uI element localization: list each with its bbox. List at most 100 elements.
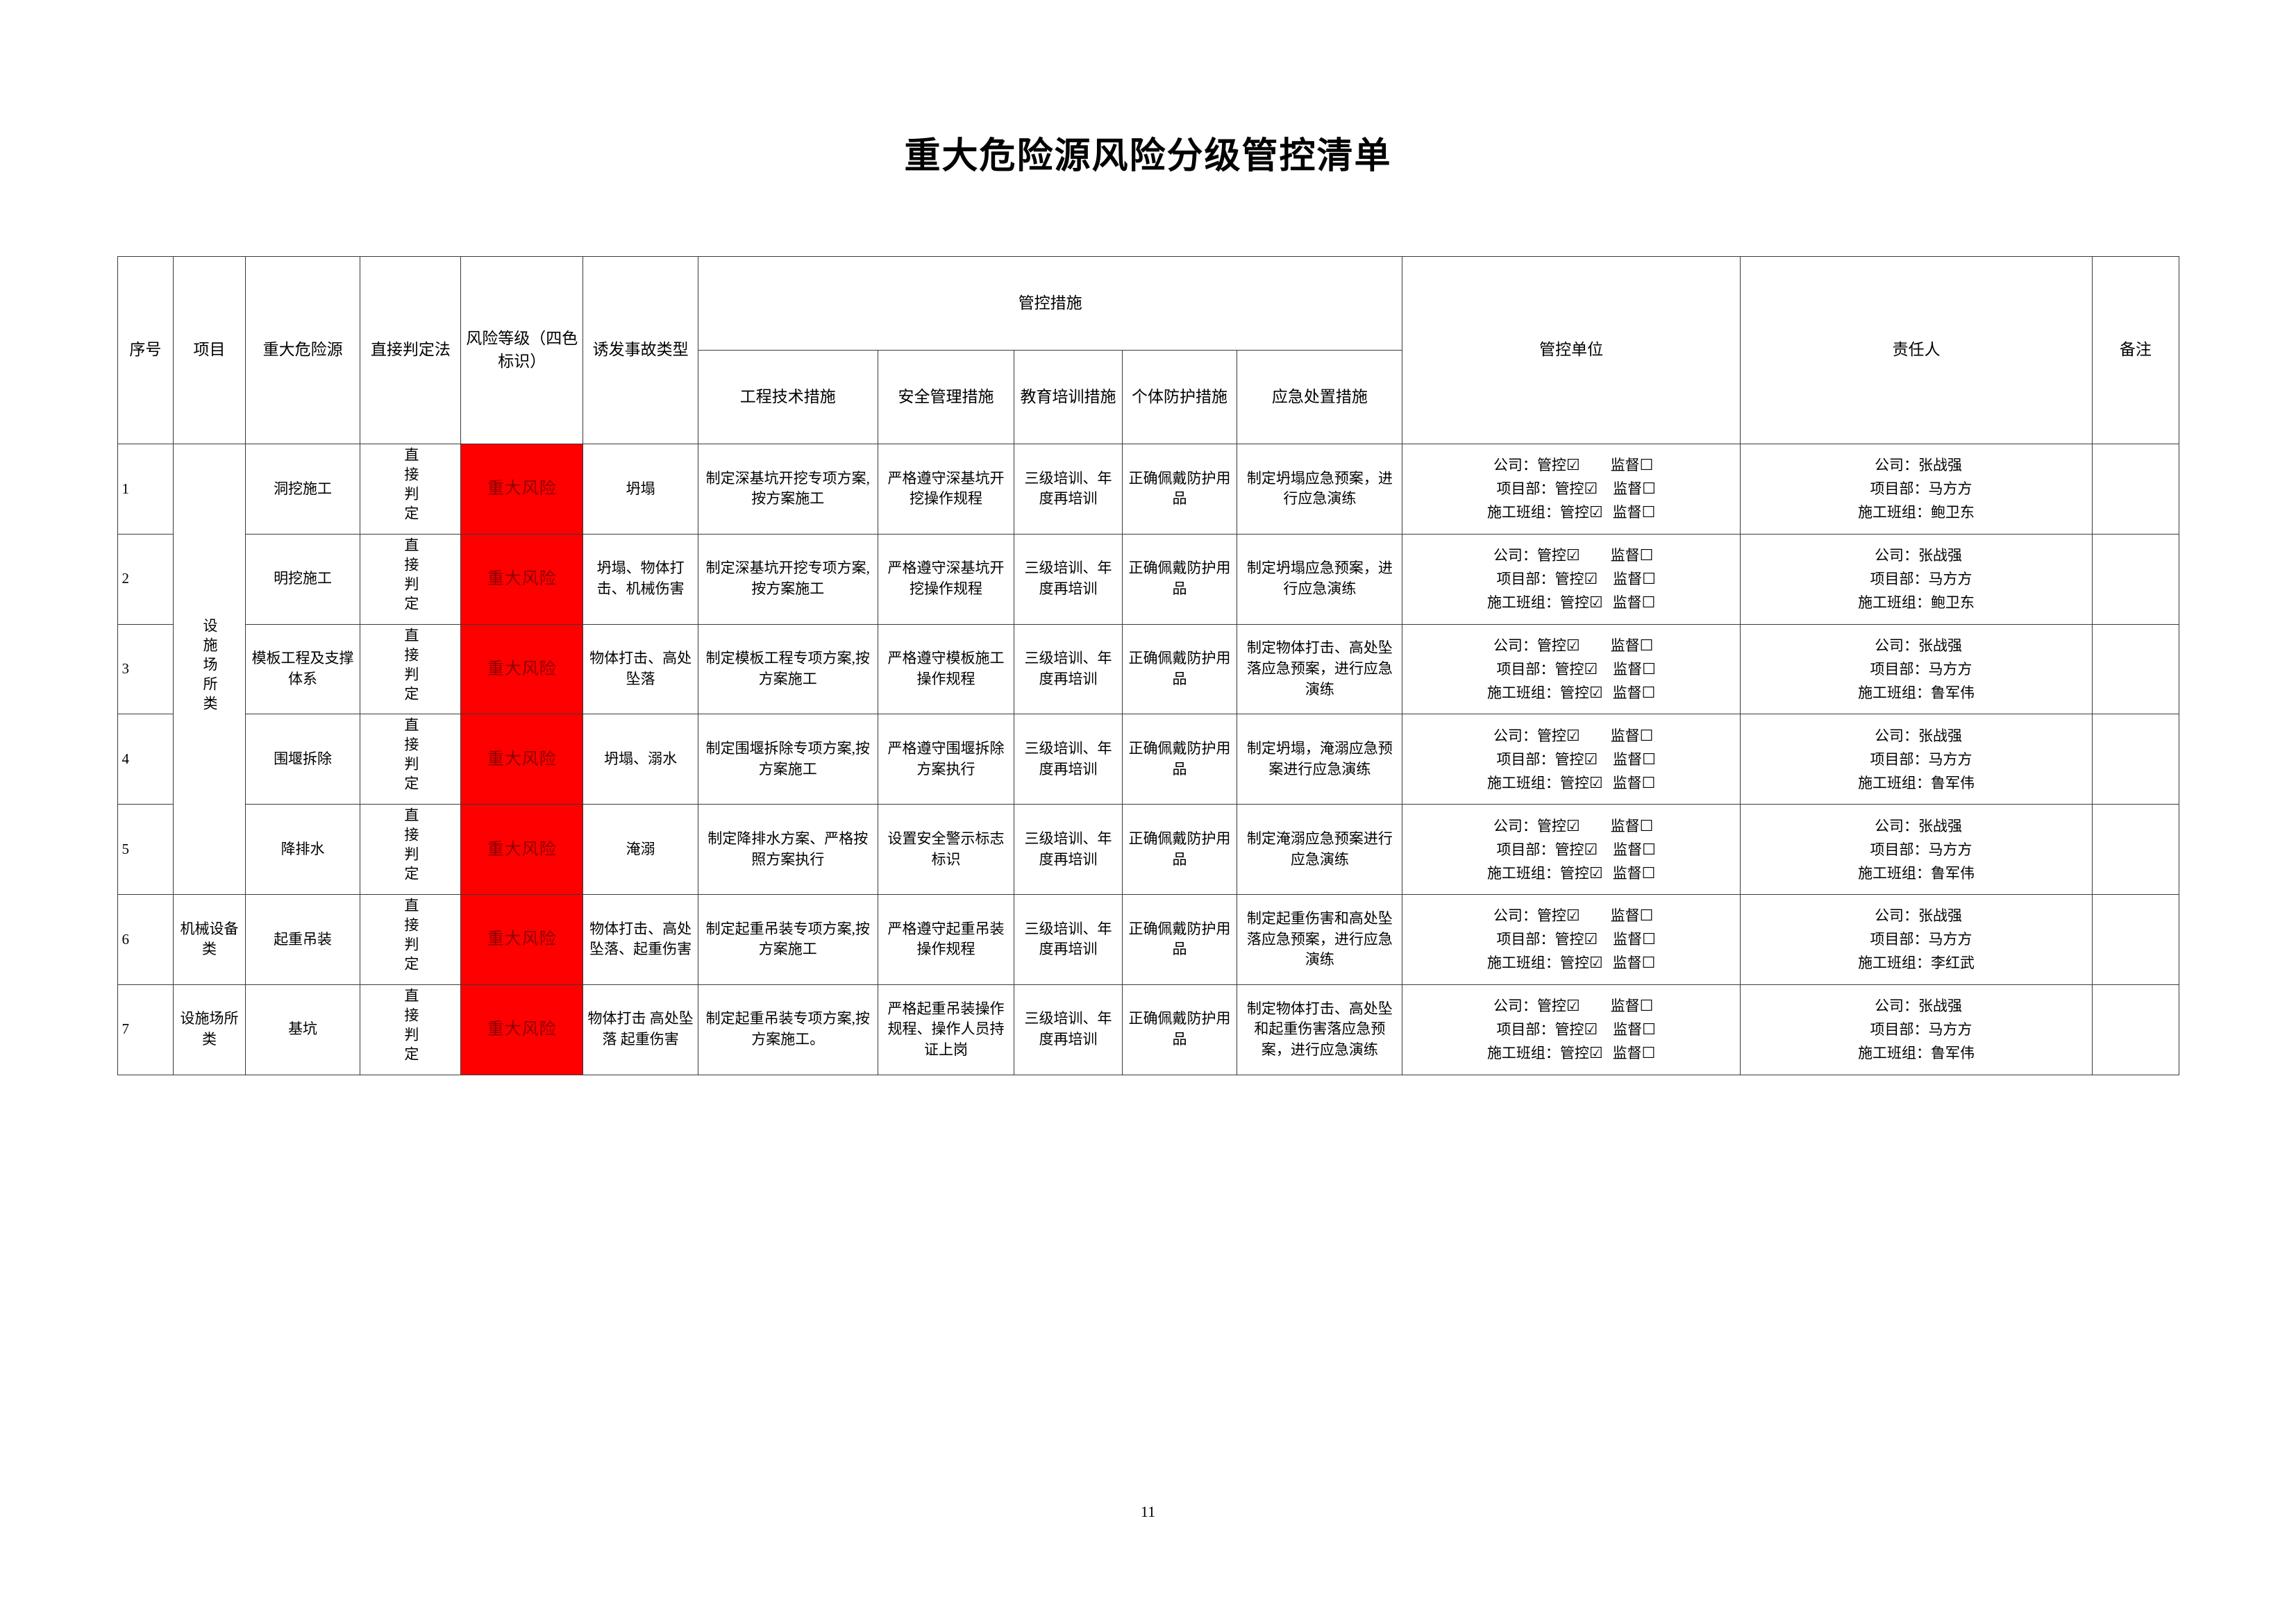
responsible-project: 项目部：马方方 xyxy=(1870,750,1972,768)
cell-m-emergency: 制定物体打击、高处坠落应急预案，进行应急演练 xyxy=(1237,623,1403,715)
unit-control-label: 管控 xyxy=(1536,727,1566,744)
unit-supervise-label: 监督 xyxy=(1612,955,1642,972)
checkbox-company-supervise[interactable]: ☐ xyxy=(1639,457,1654,475)
cell-project: 机械设备类 xyxy=(173,894,246,985)
checkbox-project-supervise[interactable]: ☐ xyxy=(1642,841,1656,859)
checkbox-project-control[interactable]: ☑ xyxy=(1584,841,1598,859)
table-row: 4 围堰拆除 直接判定 重大风险 坍塌、溺水 制定围堰拆除专项方案,按方案施工 … xyxy=(117,714,2179,805)
cell-risk-level: 重大风险 xyxy=(460,804,584,895)
checkbox-project-supervise[interactable]: ☐ xyxy=(1642,1021,1656,1039)
unit-company-label: 公司： xyxy=(1493,907,1537,925)
checkbox-team-supervise[interactable]: ☐ xyxy=(1641,1045,1656,1063)
checkbox-project-supervise[interactable]: ☐ xyxy=(1642,661,1656,679)
header-project: 项目 xyxy=(173,256,246,444)
checkbox-company-supervise[interactable]: ☐ xyxy=(1639,907,1654,925)
header-judgement: 直接判定法 xyxy=(360,256,462,444)
header-note: 备注 xyxy=(2092,256,2179,444)
checkbox-company-control[interactable]: ☑ xyxy=(1566,998,1580,1016)
checkbox-company-control[interactable]: ☑ xyxy=(1566,547,1580,565)
checkbox-company-supervise[interactable]: ☐ xyxy=(1639,637,1654,655)
checkbox-team-control[interactable]: ☑ xyxy=(1589,1045,1603,1063)
unit-company-label: 公司： xyxy=(1493,727,1537,744)
checkbox-company-supervise[interactable]: ☐ xyxy=(1639,547,1654,565)
unit-team-label: 施工班组： xyxy=(1486,1045,1560,1062)
cell-control-unit: 公司：管控☑ 监督☐ 项目部：管控☑ 监督☐ 施工班组：管控☑ 监督☐ xyxy=(1402,804,1741,895)
cell-judgement: 直接判定 xyxy=(360,714,462,805)
cell-accident-type: 坍塌、溺水 xyxy=(583,714,698,805)
cell-m-engineering: 制定降排水方案、严格按照方案执行 xyxy=(697,804,878,895)
unit-company-label: 公司： xyxy=(1493,457,1537,474)
checkbox-company-supervise[interactable]: ☐ xyxy=(1639,998,1654,1016)
checkbox-company-supervise[interactable]: ☐ xyxy=(1639,727,1654,745)
checkbox-company-supervise[interactable]: ☐ xyxy=(1639,817,1654,835)
judgement-label-vertical: 直接判定 xyxy=(402,898,419,976)
cell-m-engineering: 制定深基坑开挖专项方案,按方案施工 xyxy=(697,533,878,625)
table-body: 1 设施场所类 洞挖施工 直接判定 重大风险 坍塌 制定深基坑开挖专项方案,按方… xyxy=(117,443,2179,1075)
unit-supervise-label: 监督 xyxy=(1610,998,1640,1015)
checkbox-project-control[interactable]: ☑ xyxy=(1584,661,1598,679)
checkbox-team-supervise[interactable]: ☐ xyxy=(1641,594,1656,612)
checkbox-project-control[interactable]: ☑ xyxy=(1584,931,1598,949)
checkbox-company-control[interactable]: ☑ xyxy=(1566,457,1580,475)
header-control-unit: 管控单位 xyxy=(1402,256,1741,444)
cell-m-training: 三级培训、年度再培训 xyxy=(1014,894,1123,985)
responsible-project: 项目部：马方方 xyxy=(1870,661,1972,678)
cell-m-training: 三级培训、年度再培训 xyxy=(1014,714,1123,805)
checkbox-team-supervise[interactable]: ☐ xyxy=(1641,864,1656,882)
cell-risk-level: 重大风险 xyxy=(460,984,584,1075)
checkbox-project-control[interactable]: ☑ xyxy=(1584,1021,1598,1039)
cell-hazard: 明挖施工 xyxy=(244,533,361,625)
checkbox-team-control[interactable]: ☑ xyxy=(1589,594,1603,612)
cell-m-ppe: 正确佩戴防护用品 xyxy=(1121,984,1238,1075)
checkbox-team-control[interactable]: ☑ xyxy=(1589,684,1603,703)
responsible-project: 项目部：马方方 xyxy=(1870,571,1972,588)
checkbox-project-supervise[interactable]: ☐ xyxy=(1642,931,1656,949)
risk-control-table: 序号 项目 重大危险源 直接判定法 风险等级（四色标识） 诱发事故类型 管控措施… xyxy=(117,256,2179,1075)
unit-supervise-label: 监督 xyxy=(1610,727,1640,744)
cell-accident-type: 物体打击、高处坠落、起重伤害 xyxy=(583,894,698,985)
unit-supervise-label: 监督 xyxy=(1612,684,1642,702)
cell-responsible: 公司：张战强 项目部：马方方 施工班组：鲁军伟 xyxy=(1739,623,2093,715)
cell-accident-type: 坍塌、物体打击、机械伤害 xyxy=(583,533,698,625)
checkbox-company-control[interactable]: ☑ xyxy=(1566,637,1580,655)
unit-control-label: 管控 xyxy=(1559,864,1589,882)
unit-team-label: 施工班组： xyxy=(1486,684,1560,702)
cell-risk-level: 重大风险 xyxy=(460,533,584,625)
checkbox-team-supervise[interactable]: ☐ xyxy=(1641,504,1656,522)
checkbox-project-supervise[interactable]: ☐ xyxy=(1642,480,1656,498)
checkbox-project-supervise[interactable]: ☐ xyxy=(1642,750,1656,768)
cell-m-safety: 严格起重吊装操作规程、操作人员持证上岗 xyxy=(877,984,1015,1075)
unit-team-label: 施工班组： xyxy=(1486,504,1560,521)
checkbox-project-supervise[interactable]: ☐ xyxy=(1642,571,1656,589)
unit-control-label: 管控 xyxy=(1555,480,1584,498)
cell-control-unit: 公司：管控☑ 监督☐ 项目部：管控☑ 监督☐ 施工班组：管控☑ 监督☐ xyxy=(1402,533,1741,625)
header-m-training: 教育培训措施 xyxy=(1014,350,1123,444)
checkbox-team-supervise[interactable]: ☐ xyxy=(1641,955,1656,973)
judgement-label-vertical: 直接判定 xyxy=(402,627,419,705)
checkbox-team-control[interactable]: ☑ xyxy=(1589,955,1603,973)
checkbox-project-control[interactable]: ☑ xyxy=(1584,480,1598,498)
checkbox-team-supervise[interactable]: ☐ xyxy=(1641,774,1656,792)
cell-m-safety: 设置安全警示标志标识 xyxy=(877,804,1015,895)
unit-supervise-label: 监督 xyxy=(1610,547,1640,564)
checkbox-company-control[interactable]: ☑ xyxy=(1566,817,1580,835)
checkbox-company-control[interactable]: ☑ xyxy=(1566,727,1580,745)
header-accident-type: 诱发事故类型 xyxy=(583,256,698,444)
checkbox-company-control[interactable]: ☑ xyxy=(1566,907,1580,925)
unit-supervise-label: 监督 xyxy=(1610,457,1640,474)
checkbox-team-control[interactable]: ☑ xyxy=(1589,774,1603,792)
judgement-label-vertical: 直接判定 xyxy=(402,807,419,886)
cell-note xyxy=(2092,894,2179,985)
unit-supervise-label: 监督 xyxy=(1612,504,1642,521)
checkbox-project-control[interactable]: ☑ xyxy=(1584,571,1598,589)
cell-responsible: 公司：张战强 项目部：马方方 施工班组：鲍卫东 xyxy=(1739,533,2093,625)
checkbox-team-supervise[interactable]: ☐ xyxy=(1641,684,1656,703)
checkbox-team-control[interactable]: ☑ xyxy=(1589,504,1603,522)
unit-supervise-label: 监督 xyxy=(1613,1021,1643,1038)
checkbox-team-control[interactable]: ☑ xyxy=(1589,864,1603,882)
cell-m-ppe: 正确佩戴防护用品 xyxy=(1121,444,1238,535)
checkbox-project-control[interactable]: ☑ xyxy=(1584,750,1598,768)
cell-judgement: 直接判定 xyxy=(360,804,462,895)
cell-risk-level: 重大风险 xyxy=(460,714,584,805)
cell-hazard: 基坑 xyxy=(244,984,361,1075)
